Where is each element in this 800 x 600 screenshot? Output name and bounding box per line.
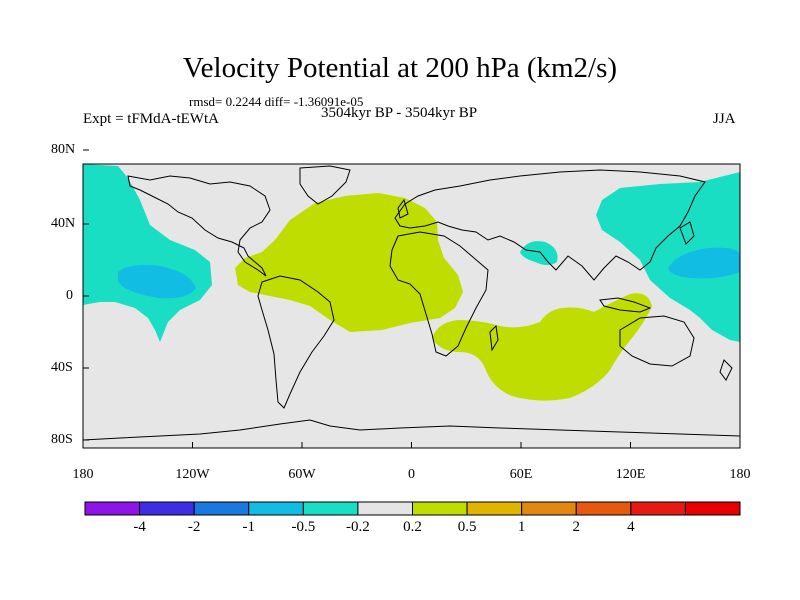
- colorbar-label: -4: [133, 519, 146, 535]
- colorbar-box: [466, 501, 523, 516]
- colorbar-box: [521, 501, 577, 516]
- coast-new-zealand: [719, 359, 733, 381]
- colorbar-label: 2: [572, 519, 581, 535]
- lon-label: 120E: [615, 467, 646, 482]
- colorbar-box: [357, 501, 413, 516]
- colorbar-label: 0.5: [457, 519, 477, 535]
- lon-label: 120W: [175, 467, 210, 482]
- coast-uk: [397, 198, 409, 219]
- lon-label: 60W: [288, 467, 316, 482]
- colorbar-box: [248, 501, 304, 516]
- colorbar-box: [630, 501, 686, 516]
- positive-region-atlantic: [235, 193, 463, 332]
- map-title: Velocity Potential at 200 hPa (km2/s): [182, 52, 618, 84]
- colorbar-box: [302, 501, 359, 516]
- coast-antarctica: [82, 419, 741, 441]
- stats-text: rmsd= 0.2244 diff= -1.36091e-05: [189, 94, 364, 109]
- lon-label: 180: [72, 467, 94, 482]
- colorbar-box: [139, 501, 195, 516]
- colorbar-label: 1: [517, 519, 526, 535]
- negative-region-arabia: [520, 241, 558, 265]
- colorbar-box: [193, 501, 250, 516]
- strong-negative-east-pacific: [118, 264, 196, 299]
- colorbar-label: 0.2: [403, 519, 422, 535]
- colorbar: [84, 501, 741, 516]
- colorbar-label: -1: [242, 519, 256, 535]
- lon-label: 60E: [509, 467, 533, 482]
- coast-eurasia: [394, 169, 706, 281]
- lat-label: 80N: [51, 142, 76, 157]
- colorbar-box: [84, 501, 141, 516]
- coast-africa: [389, 231, 489, 357]
- lat-label: 0: [66, 288, 73, 303]
- negative-region-east-pacific: [83, 164, 212, 342]
- period-label: 3504kyr BP - 3504kyr BP: [321, 105, 478, 121]
- coast-australia: [619, 315, 695, 367]
- colorbar-box: [575, 501, 632, 516]
- coast-greenland: [299, 165, 351, 205]
- colorbar-label: -0.2: [346, 519, 370, 535]
- coastlines: [82, 165, 741, 441]
- lat-label: 40S: [51, 360, 73, 375]
- colorbar-label: -0.5: [291, 519, 316, 535]
- negative-region-west-pacific: [596, 172, 740, 342]
- lat-label: 80S: [51, 432, 73, 447]
- experiment-label: Expt = tFMdA-tEWtA: [83, 111, 219, 127]
- lat-label: 40N: [51, 216, 76, 231]
- season-label: JJA: [713, 111, 736, 127]
- axis-ticks: [82, 149, 741, 448]
- positive-region-indian-ocean: [432, 293, 652, 401]
- coast-south-america: [257, 275, 335, 409]
- lon-label: 180: [729, 467, 751, 482]
- lon-label: 0: [408, 467, 415, 482]
- strong-negative-west-pacific: [668, 247, 740, 279]
- colorbar-box: [412, 501, 468, 516]
- colorbar-label: -2: [187, 519, 201, 535]
- colorbar-label: 4: [627, 519, 635, 535]
- coast-japan: [679, 221, 695, 245]
- coast-north-america: [127, 175, 271, 277]
- coast-madagascar: [489, 324, 499, 352]
- colorbar-box: [684, 501, 741, 516]
- anomaly-fields: [83, 164, 740, 401]
- coast-indonesia: [599, 297, 652, 313]
